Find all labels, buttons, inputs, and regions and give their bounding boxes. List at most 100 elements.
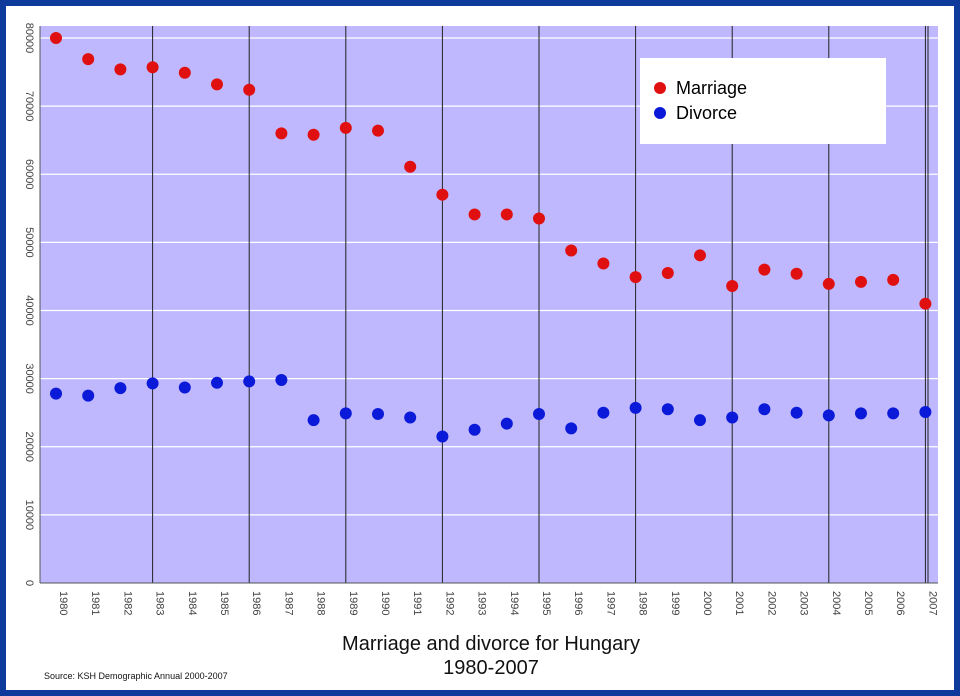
x-tick-label: 1985 xyxy=(218,591,230,615)
marriage-point xyxy=(822,277,835,290)
marriage-point xyxy=(372,124,384,137)
y-tick-label: 80000 xyxy=(23,23,35,54)
y-tick-label: 0 xyxy=(23,580,35,586)
x-tick-label: 2001 xyxy=(733,591,745,615)
divorce-point xyxy=(468,423,481,436)
x-tick-label: 1993 xyxy=(476,591,488,615)
x-tick-label: 2002 xyxy=(765,591,777,615)
x-tick-label: 1986 xyxy=(250,591,262,615)
marriage-point xyxy=(82,53,95,66)
divorce-legend-marker xyxy=(654,107,666,119)
marriage-point xyxy=(146,61,159,74)
y-tick-label: 20000 xyxy=(23,431,35,462)
x-tick-label: 2006 xyxy=(894,591,906,615)
x-tick-label: 1987 xyxy=(282,591,294,615)
y-tick-label: 70000 xyxy=(23,91,35,122)
chart-title-block: Marriage and divorce for Hungary 1980-20… xyxy=(266,632,716,680)
divorce-point xyxy=(275,373,288,386)
marriage-point xyxy=(468,208,481,221)
x-tick-label: 2005 xyxy=(862,591,874,615)
marriage-legend-marker xyxy=(654,82,666,94)
x-tick-label: 1997 xyxy=(604,591,616,615)
divorce-point xyxy=(211,376,223,389)
chart-subtitle: 1980-2007 xyxy=(443,657,539,679)
y-tick-label: 40000 xyxy=(23,295,35,326)
divorce-point xyxy=(919,406,932,419)
marriage-point xyxy=(597,257,610,270)
x-tick-label: 1990 xyxy=(379,591,391,615)
y-tick-label: 10000 xyxy=(23,500,35,531)
marriage-point xyxy=(790,267,803,280)
divorce-point xyxy=(146,377,159,390)
marriage-point xyxy=(661,267,674,280)
y-tick-label: 60000 xyxy=(23,159,35,190)
marriage-point xyxy=(887,273,900,286)
divorce-point xyxy=(694,414,706,427)
divorce-point xyxy=(307,414,320,427)
y-tick-label: 50000 xyxy=(23,227,35,258)
divorce-legend-label: Divorce xyxy=(676,103,737,123)
marriage-point xyxy=(726,279,739,292)
divorce-point xyxy=(114,382,127,395)
x-tick-label: 1991 xyxy=(411,591,423,615)
divorce-point xyxy=(822,409,835,422)
marriage-point xyxy=(533,212,545,225)
source-note: Source: KSH Demographic Annual 2000-2007 xyxy=(44,671,228,681)
marriage-point xyxy=(50,32,62,44)
divorce-point xyxy=(50,387,62,400)
marriage-point xyxy=(629,271,642,284)
y-tick-label: 30000 xyxy=(23,363,35,394)
divorce-point xyxy=(82,389,95,402)
divorce-point xyxy=(629,401,642,414)
x-tick-label: 1995 xyxy=(540,591,552,615)
marriage-point xyxy=(307,128,320,141)
divorce-point xyxy=(339,407,352,420)
x-tick-label: 1980 xyxy=(57,591,69,615)
divorce-point xyxy=(790,406,803,419)
divorce-point xyxy=(726,411,739,424)
divorce-point xyxy=(758,403,771,416)
legend-box xyxy=(640,58,886,144)
divorce-point xyxy=(855,407,867,420)
divorce-point xyxy=(500,417,513,430)
marriage-point xyxy=(339,121,352,134)
marriage-point xyxy=(275,127,288,140)
x-tick-label: 1988 xyxy=(315,591,327,615)
x-tick-label: 1996 xyxy=(572,591,584,615)
x-tick-label: 1989 xyxy=(347,591,359,615)
x-tick-label: 2007 xyxy=(926,591,938,615)
marriage-point xyxy=(500,208,513,221)
x-tick-label: 1984 xyxy=(186,591,198,615)
marriage-point xyxy=(114,63,127,76)
marriage-point xyxy=(565,244,578,257)
divorce-point xyxy=(565,422,578,435)
legend: Marriage Divorce xyxy=(640,58,886,144)
marriage-legend-label: Marriage xyxy=(676,78,747,98)
x-tick-label: 1992 xyxy=(443,591,455,615)
marriage-point xyxy=(243,83,256,96)
marriage-point xyxy=(758,263,771,276)
x-tick-label: 2003 xyxy=(798,591,810,615)
divorce-point xyxy=(404,411,417,424)
divorce-point xyxy=(533,408,545,421)
x-tick-label: 2000 xyxy=(701,591,713,615)
chart-title: Marriage and divorce for Hungary xyxy=(342,633,640,655)
marriage-point xyxy=(436,188,449,201)
x-tick-label: 1983 xyxy=(154,591,166,615)
x-tick-label: 1998 xyxy=(637,591,649,615)
divorce-point xyxy=(887,407,900,420)
x-tick-label: 1981 xyxy=(89,591,101,615)
divorce-point xyxy=(661,403,674,416)
marriage-point xyxy=(404,160,417,173)
marriage-point xyxy=(919,297,932,310)
chart-frame: 0 10000 20000 30000 40000 50000 60000 70000 8000… xyxy=(6,6,954,690)
chart-svg: 0 10000 20000 30000 40000 50000 60000 70000 8000… xyxy=(23,23,938,616)
x-tick-label: 1982 xyxy=(121,591,133,615)
divorce-point xyxy=(372,408,384,421)
x-tick-label: 2004 xyxy=(830,591,842,615)
marriage-point xyxy=(211,78,223,91)
divorce-point xyxy=(178,381,191,394)
marriage-point xyxy=(694,249,706,262)
x-tick-label: 1999 xyxy=(669,591,681,615)
x-tick-label: 1994 xyxy=(508,591,520,615)
